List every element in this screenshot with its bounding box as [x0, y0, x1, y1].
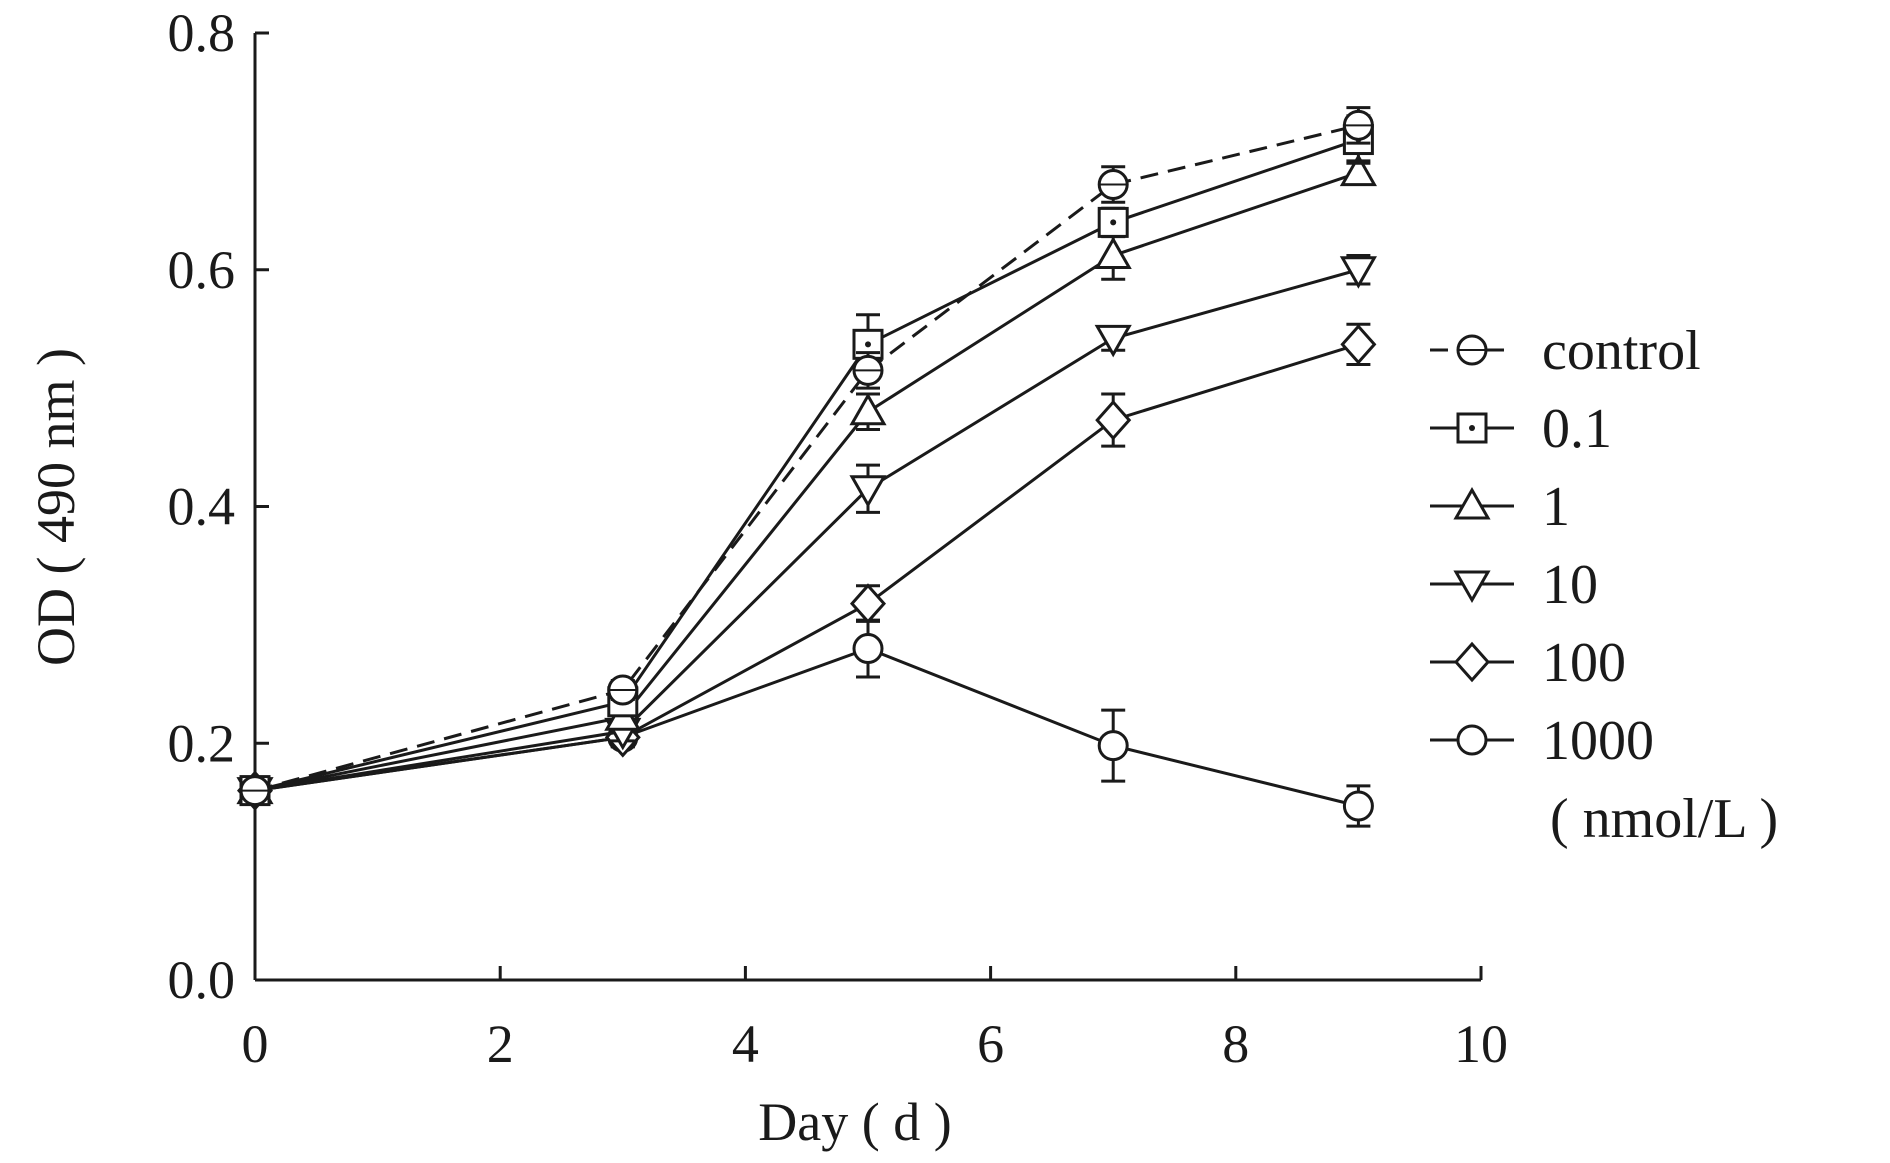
y-tick-label: 0.2	[168, 713, 236, 773]
y-tick-label: 0.6	[168, 240, 236, 300]
triangle-up-marker	[1094, 236, 1132, 270]
legend-entry-control: control	[1430, 320, 1701, 382]
legend: control 0.1 1 10 100 1000 ( nmol/L )	[1430, 320, 1778, 850]
legend-label: 1000	[1542, 710, 1654, 772]
y-tick-label: 0.4	[168, 477, 236, 537]
triangle-down-marker	[1453, 570, 1491, 604]
x-tick-label: 6	[977, 1014, 1004, 1074]
x-tick-label: 0	[242, 1014, 269, 1074]
marker-dot	[1469, 425, 1475, 431]
series-100	[236, 322, 1377, 811]
square-marker	[1456, 412, 1488, 444]
legend-entry-100: 100	[1430, 632, 1626, 694]
x-axis-label: Day ( d )	[758, 1092, 951, 1152]
diamond-marker	[1095, 399, 1132, 441]
triangle-down-marker	[1339, 256, 1377, 289]
y-axis-label: OD ( 490 nm )	[26, 348, 86, 666]
series-line-control	[254, 123, 1359, 793]
triangle-up-marker	[1453, 486, 1491, 520]
x-tick-label: 10	[1454, 1014, 1508, 1074]
legend-label: 10	[1542, 554, 1598, 616]
legend-label: 0.1	[1542, 398, 1612, 460]
series-layer	[236, 106, 1377, 828]
series-line-1	[254, 171, 1359, 793]
legend-label: control	[1542, 320, 1701, 382]
series-10	[236, 254, 1377, 810]
circle-marker	[1456, 724, 1488, 756]
circle-marker	[852, 633, 884, 665]
series-line-1000	[254, 646, 1359, 808]
series-line-100	[254, 342, 1359, 793]
legend-label: 1	[1542, 476, 1570, 538]
triangle-down-marker	[849, 475, 887, 508]
y-tick-label: 0.8	[168, 3, 236, 63]
marker-dot	[865, 341, 871, 348]
series-1000	[239, 618, 1374, 828]
circle-marker	[1342, 790, 1374, 822]
legend-entry-10: 10	[1430, 554, 1598, 616]
x-tick-label: 8	[1222, 1014, 1249, 1074]
legend-entry-1000: 1000	[1430, 710, 1654, 772]
series-1	[236, 153, 1377, 805]
diamond-marker	[1453, 641, 1491, 683]
triangle-up-marker	[1339, 153, 1377, 187]
diamond-marker	[1340, 324, 1377, 365]
y-tick-label: 0.0	[168, 950, 236, 1010]
legend-label: 100	[1542, 632, 1626, 694]
marker-dot	[1110, 219, 1117, 226]
series-0.1	[239, 114, 1374, 807]
x-tick-label: 4	[732, 1014, 759, 1074]
x-tick-label: 2	[487, 1014, 514, 1074]
triangle-down-marker	[1094, 324, 1132, 358]
triangle-up-marker	[849, 392, 887, 426]
legend-entry-0.1: 0.1	[1430, 398, 1612, 460]
axes: 0.0 0.2 0.4 0.6 0.8 0 2 4 6 8 10	[168, 3, 1509, 1074]
legend-entry-1: 1	[1430, 476, 1570, 538]
legend-unit: ( nmol/L )	[1550, 788, 1778, 850]
series-line-10	[254, 268, 1359, 793]
series-control	[239, 106, 1374, 807]
circle-marker	[1097, 730, 1129, 762]
series-line-0.1	[254, 138, 1359, 793]
diamond-marker	[849, 583, 887, 624]
